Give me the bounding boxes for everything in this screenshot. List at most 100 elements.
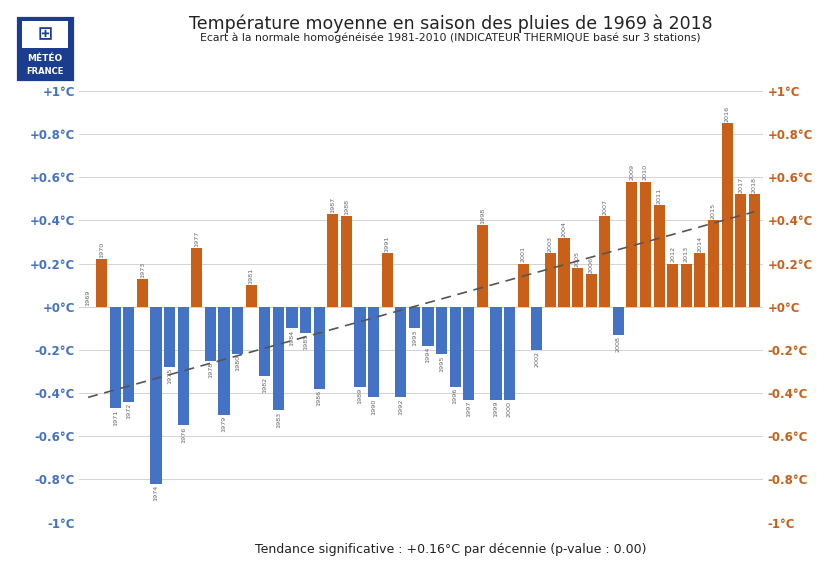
Text: 2001: 2001 (520, 247, 525, 262)
Bar (219, 307, 229, 415)
Text: 1993: 1993 (412, 329, 417, 346)
Bar (504, 307, 515, 399)
Bar (667, 264, 678, 307)
Bar (545, 253, 556, 307)
Text: 1987: 1987 (330, 197, 335, 213)
Text: 2002: 2002 (535, 351, 540, 367)
Bar (395, 307, 406, 398)
Text: 2006: 2006 (589, 257, 594, 273)
Bar (191, 248, 203, 307)
Text: 1999: 1999 (494, 400, 499, 417)
Text: 1997: 1997 (466, 400, 471, 417)
Text: 1994: 1994 (425, 346, 430, 363)
Bar (96, 259, 108, 307)
Text: 1976: 1976 (181, 427, 186, 443)
Bar (422, 307, 434, 345)
Bar (205, 307, 216, 361)
Bar (681, 264, 692, 307)
Text: 2016: 2016 (725, 106, 730, 122)
Bar (232, 307, 244, 354)
Bar (178, 307, 188, 425)
Text: 1974: 1974 (153, 485, 158, 501)
Text: 2008: 2008 (615, 336, 620, 352)
Text: 1998: 1998 (480, 207, 485, 224)
Text: 2014: 2014 (697, 236, 702, 252)
Bar (164, 307, 175, 367)
Bar (749, 194, 760, 307)
Text: 2010: 2010 (643, 164, 648, 181)
Bar (273, 307, 284, 410)
Text: 1972: 1972 (127, 403, 132, 419)
Text: 1996: 1996 (453, 388, 458, 404)
Text: 2000: 2000 (507, 400, 512, 416)
Bar (721, 123, 732, 307)
Text: Ecart à la normale homogénéisée 1981-2010 (INDICATEUR THERMIQUE basé sur 3 stati: Ecart à la normale homogénéisée 1981-201… (200, 33, 701, 43)
Text: 2018: 2018 (751, 177, 756, 193)
Text: 1971: 1971 (113, 409, 118, 425)
Text: 1988: 1988 (344, 199, 349, 215)
Bar (463, 307, 475, 399)
Text: 1992: 1992 (399, 399, 404, 415)
Text: ⊞: ⊞ (38, 25, 53, 43)
Bar (382, 253, 393, 307)
Text: 1975: 1975 (167, 368, 172, 385)
Text: 1990: 1990 (371, 399, 376, 415)
Text: 1980: 1980 (235, 356, 240, 371)
Bar (531, 307, 542, 350)
Text: 1983: 1983 (276, 411, 281, 428)
Text: 2017: 2017 (738, 177, 743, 193)
Bar (123, 307, 134, 402)
Bar (572, 268, 583, 307)
Bar (150, 307, 162, 484)
Bar (341, 216, 352, 307)
Bar (585, 274, 596, 307)
Bar (327, 214, 339, 307)
Text: 1969: 1969 (86, 289, 91, 306)
Text: 2015: 2015 (711, 203, 716, 219)
Text: Température moyenne en saison des pluies de 1969 à 2018: Température moyenne en saison des pluies… (188, 14, 712, 33)
Bar (314, 307, 324, 389)
Bar (368, 307, 379, 398)
Text: Tendance significative : +0.16°C par décennie (p-value : 0.00): Tendance significative : +0.16°C par déc… (254, 542, 646, 556)
Text: MÉTÉO: MÉTÉO (28, 54, 63, 62)
Bar (259, 307, 270, 376)
Text: 2012: 2012 (671, 247, 676, 262)
Bar (300, 307, 311, 333)
Bar (409, 307, 420, 328)
Bar (477, 225, 488, 307)
Text: 1978: 1978 (208, 362, 213, 378)
Text: 2013: 2013 (684, 247, 689, 262)
Text: 1986: 1986 (317, 390, 322, 406)
Bar (450, 307, 460, 387)
Bar (354, 307, 365, 387)
Text: 1977: 1977 (194, 231, 199, 248)
Bar (490, 307, 501, 399)
Bar (735, 194, 746, 307)
Text: 2007: 2007 (602, 199, 607, 215)
Text: 1981: 1981 (249, 268, 254, 284)
Text: 1991: 1991 (384, 235, 389, 252)
Bar (626, 182, 637, 307)
Bar (137, 279, 148, 307)
Text: 2005: 2005 (575, 251, 580, 267)
Bar (246, 285, 257, 307)
Text: 2011: 2011 (656, 188, 661, 204)
Bar (436, 307, 447, 354)
Bar (640, 182, 651, 307)
Bar (708, 220, 719, 307)
Text: 1982: 1982 (263, 377, 268, 393)
Text: 2009: 2009 (630, 164, 635, 181)
Bar (518, 264, 529, 307)
Text: 1989: 1989 (358, 388, 363, 404)
Bar (599, 216, 610, 307)
Bar (654, 205, 665, 307)
Bar (695, 253, 706, 307)
Text: 1979: 1979 (222, 416, 227, 432)
Bar (23, 20, 68, 48)
Text: 2003: 2003 (548, 236, 553, 252)
Text: FRANCE: FRANCE (27, 67, 63, 76)
Bar (558, 237, 570, 307)
Bar (613, 307, 624, 335)
Bar (110, 307, 121, 408)
Text: 1970: 1970 (99, 242, 104, 258)
